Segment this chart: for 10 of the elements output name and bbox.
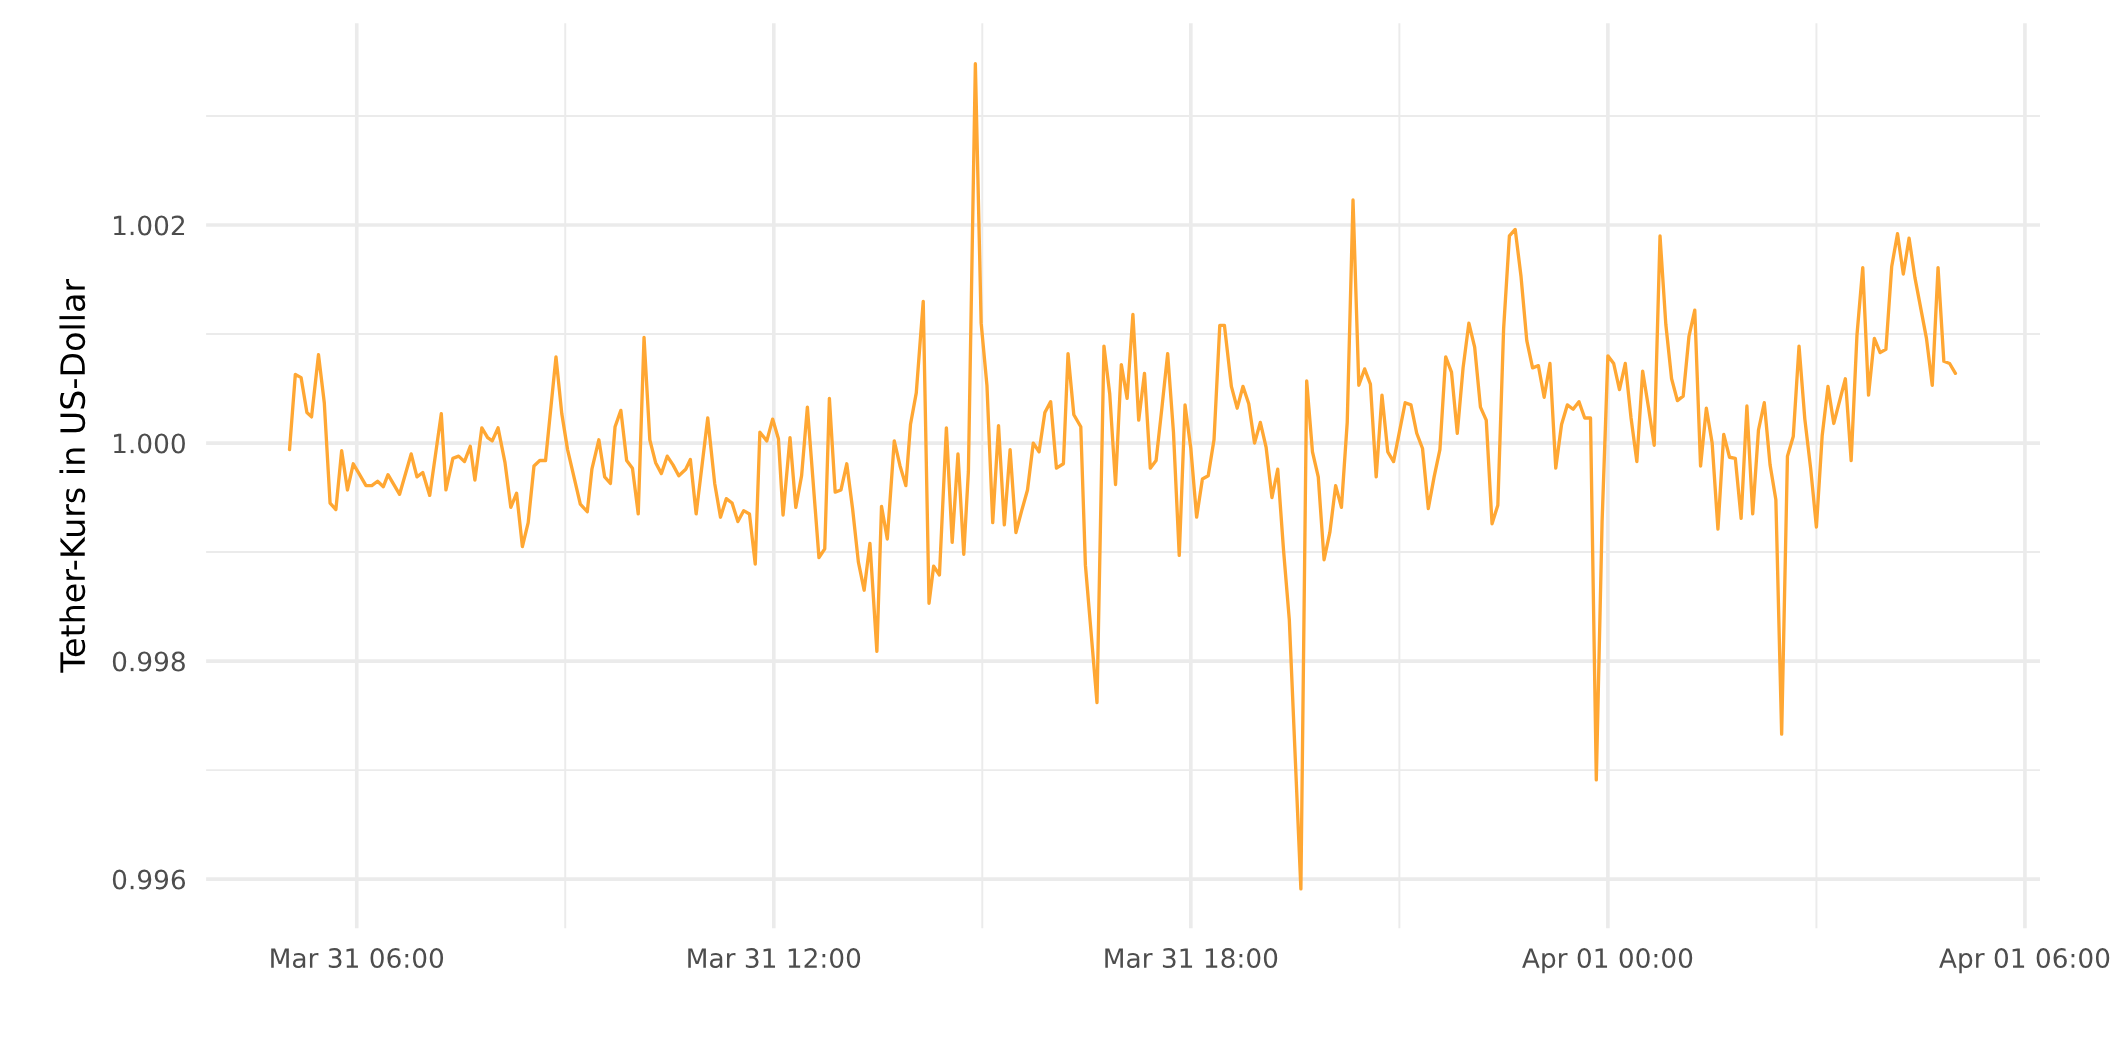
x-tick-label: Apr 01 06:00	[1939, 948, 2110, 974]
y-tick-label: 0.996	[112, 869, 186, 890]
y-axis-title: Tether-Kurs in US-Dollar	[59, 278, 86, 673]
x-tick-label: Mar 31 12:00	[688, 948, 861, 969]
x-tick-label: Apr 01 00:00	[1522, 948, 1693, 974]
y-tick-label: 0.998	[112, 651, 185, 672]
y-tick-label: 1.002	[114, 215, 185, 236]
y-tick-label: 1.000	[114, 433, 185, 454]
x-tick-label: Mar 31 18:00	[1105, 948, 1278, 969]
x-tick-label: Mar 31 06:00	[271, 948, 444, 969]
